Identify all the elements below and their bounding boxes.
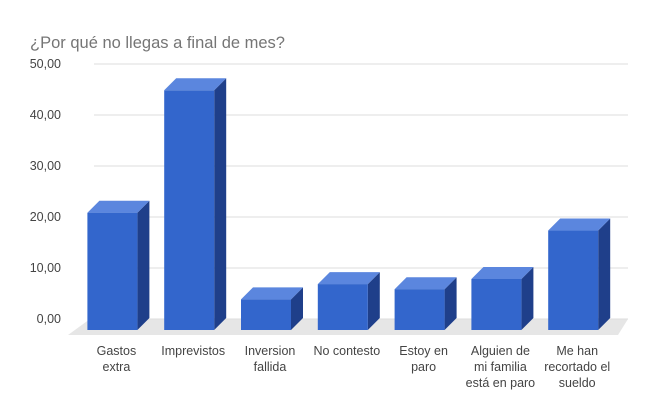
bar-top <box>164 78 227 91</box>
y-tick-label: 40,00 <box>30 108 61 122</box>
x-tick-label: Imprevistos <box>161 344 225 358</box>
bar-top <box>394 277 457 290</box>
bar-top <box>548 218 611 231</box>
bar-side <box>214 78 227 330</box>
x-tick-label: Alguien de mi familia está en paro <box>466 344 536 390</box>
bar-top <box>317 272 380 285</box>
x-tick-label: Gastos extra <box>97 344 137 374</box>
bar-side <box>367 272 380 330</box>
bar-side <box>521 267 534 330</box>
bar-top <box>241 287 303 300</box>
bar <box>548 230 599 330</box>
bar <box>164 90 215 330</box>
y-tick-label: 10,00 <box>30 261 61 275</box>
bar-top <box>471 267 534 279</box>
bar <box>241 299 291 330</box>
y-tick-label: 0,00 <box>37 312 61 326</box>
chart-title: ¿Por qué no llegas a final de mes? <box>30 34 285 52</box>
bar <box>87 212 138 330</box>
bar <box>317 284 368 330</box>
y-tick-label: 50,00 <box>30 57 61 71</box>
bar <box>394 289 445 330</box>
x-tick-label: No contesto <box>313 344 380 358</box>
bar-side <box>444 277 457 330</box>
bar <box>471 279 522 330</box>
bar-side <box>137 200 150 330</box>
y-tick-label: 30,00 <box>30 159 61 173</box>
y-tick-label: 20,00 <box>30 210 61 224</box>
bar-top <box>87 200 150 213</box>
bar-side <box>598 218 611 330</box>
x-tick-label: Me han recortado el sueldo <box>544 344 610 390</box>
x-tick-label: Estoy en paro <box>399 344 448 374</box>
bar-side <box>291 287 303 330</box>
x-tick-label: Inversion fallida <box>245 344 296 374</box>
